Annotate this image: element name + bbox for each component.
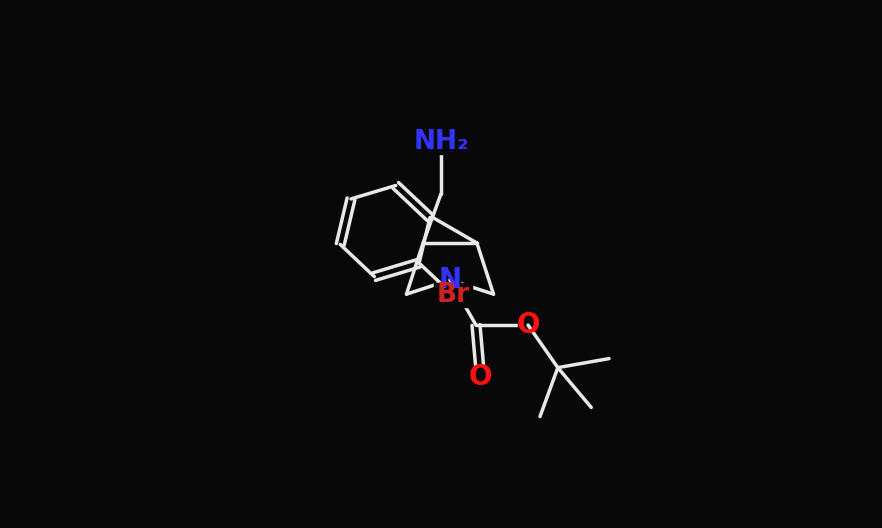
Bar [470, 366, 490, 388]
Text: O: O [468, 363, 492, 391]
Bar [434, 283, 472, 307]
Text: NH₂: NH₂ [413, 129, 468, 155]
Text: O: O [516, 311, 540, 339]
Text: N: N [438, 266, 461, 294]
Bar [440, 269, 460, 291]
Bar [421, 130, 461, 154]
Bar [518, 314, 538, 336]
Text: Br: Br [437, 282, 470, 308]
